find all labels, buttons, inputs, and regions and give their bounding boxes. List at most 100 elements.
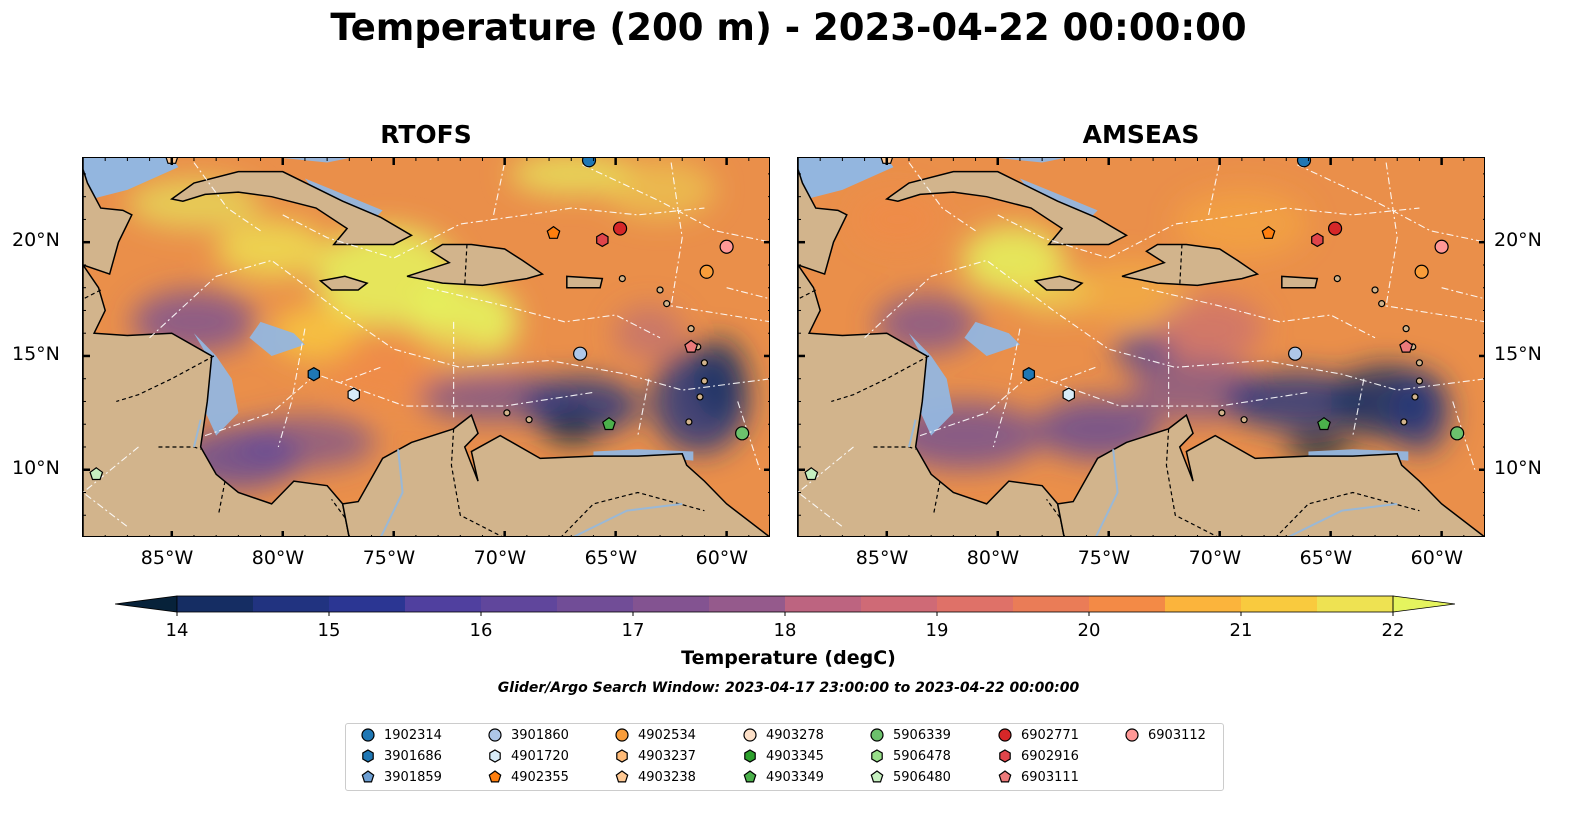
search-window-text: Glider/Argo Search Window: 2023-04-17 23… [497, 680, 1080, 696]
lon-tick-label: 80°W [251, 547, 305, 569]
land-cuba [169, 170, 414, 246]
eez-boundary [670, 162, 769, 323]
shelf-area [249, 321, 305, 356]
island [1400, 418, 1408, 426]
legend-marker-4903345 [744, 749, 756, 763]
legend-item: 3901686 [360, 748, 442, 764]
float-marker-4903349 [1317, 416, 1331, 431]
legend-item: 6902771 [997, 727, 1079, 743]
island [1240, 416, 1248, 424]
legend-item: 3901860 [487, 727, 569, 743]
river [192, 419, 202, 448]
lon-tick-label: 85°W [855, 547, 909, 569]
legend-marker-5906339 [870, 728, 884, 742]
shelf-area [997, 158, 1065, 163]
legend-item: 6903112 [1124, 727, 1206, 743]
island [1415, 359, 1424, 367]
colorbar-label: Temperature (degC) [681, 647, 896, 669]
lon-tick-label: 70°W [1188, 547, 1242, 569]
land-florida [798, 158, 848, 276]
colorbar-bin [1241, 596, 1318, 612]
island [687, 325, 695, 333]
colorbar-bin [557, 596, 634, 612]
land-florida [83, 158, 133, 276]
float-marker-5906339 [1450, 426, 1465, 441]
float-marker-4902355 [546, 225, 561, 239]
island [700, 377, 709, 385]
country-border [798, 289, 817, 300]
eez-boundary [798, 446, 854, 528]
legend-marker-4902534 [615, 728, 629, 742]
map-panel-rtofs[interactable] [82, 157, 770, 537]
legend-item: 4903278 [742, 727, 824, 743]
eez-boundary [493, 162, 506, 216]
country-border [1165, 428, 1218, 536]
legend-label: 6903112 [1148, 727, 1206, 743]
colorbar-tick-label: 14 [165, 620, 189, 641]
country-border [116, 355, 215, 403]
lon-tick-label: 85°W [140, 547, 194, 569]
legend-marker-5906478 [871, 749, 883, 763]
lat-tick-label-right: 20°N [1494, 229, 1542, 252]
eez-boundary [997, 207, 1420, 259]
country-border [331, 498, 346, 518]
river [380, 449, 404, 536]
colorbar-bin [709, 596, 786, 612]
colorbar-bin [1165, 596, 1242, 612]
lon-tick-label: 80°W [966, 547, 1020, 569]
lat-tick-label-right: 10°N [1494, 456, 1542, 479]
float-marker-4902534 [1414, 264, 1429, 279]
island [618, 274, 626, 283]
lon-tick-label: 75°W [1077, 547, 1131, 569]
colorbar-bin [633, 596, 710, 612]
float-marker-5906339 [735, 426, 750, 441]
float-marker-3901860 [573, 346, 588, 361]
eez-boundary [426, 287, 661, 339]
island [1415, 377, 1424, 385]
float-marker-6903112 [1434, 239, 1449, 254]
legend-label: 4903349 [766, 769, 824, 785]
island [656, 286, 664, 294]
float-legend: 1902314 3901686 3901859 3901860 4901720 49023… [345, 723, 1224, 791]
colorbar-bin [1013, 596, 1090, 612]
eez-boundary [1385, 162, 1484, 323]
legend-item: 5906339 [869, 727, 951, 743]
colorbar-tick-label: 17 [621, 620, 645, 641]
gulf-of-mexico [798, 158, 894, 202]
legend-marker-4903278 [743, 728, 757, 742]
river [1095, 449, 1119, 536]
legend-label: 4902355 [511, 769, 569, 785]
colorbar-bin [405, 596, 482, 612]
legend-label: 3901686 [384, 748, 442, 764]
island [696, 393, 704, 401]
legend-label: 4901720 [511, 748, 569, 764]
eez-boundary [83, 446, 139, 528]
eez-boundary [1141, 287, 1376, 339]
float-marker-3901686 [307, 367, 320, 382]
colorbar-tick-label: 16 [469, 620, 493, 641]
colorbar-bin [329, 596, 406, 612]
colorbar [115, 595, 1455, 616]
land-cuba [884, 170, 1129, 246]
legend-label: 4903237 [638, 748, 696, 764]
map-panel-amseas[interactable] [797, 157, 1485, 537]
legend-label: 5906480 [893, 769, 951, 785]
legend-item: 6902916 [997, 748, 1079, 764]
colorbar-tick-label: 15 [317, 620, 341, 641]
eez-boundary [637, 378, 650, 436]
land-puertoRico [566, 275, 604, 289]
legend-item: 5906478 [869, 748, 951, 764]
lat-tick-label-left: 15°N [12, 342, 60, 365]
float-marker-6903111 [684, 339, 699, 353]
legend-label: 4903278 [766, 727, 824, 743]
island [1378, 300, 1386, 308]
land-jamaica [1033, 275, 1084, 291]
float-marker-6903112 [719, 239, 734, 254]
lat-tick-label-left: 10°N [12, 456, 60, 479]
legend-item: 4902534 [614, 727, 696, 743]
island [700, 359, 709, 367]
country-border [932, 480, 941, 516]
float-marker-4902534 [699, 264, 714, 279]
eez-boundary [908, 162, 976, 232]
colorbar-tick-label: 20 [1077, 620, 1101, 641]
